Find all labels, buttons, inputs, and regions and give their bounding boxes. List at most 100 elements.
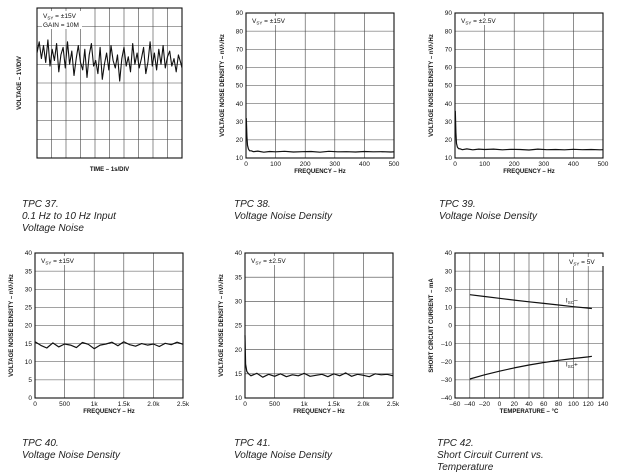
caption-number: TPC 41.	[234, 438, 271, 449]
caption: TPC 42. Short Circuit Current vs. Temper…	[437, 426, 544, 474]
y-tick-label: 0	[448, 323, 452, 330]
x-tick-label: 400	[359, 161, 370, 168]
annotation-text: VSY = ±15V	[43, 13, 77, 21]
plot-frame	[454, 252, 604, 399]
annotation-background	[42, 20, 82, 29]
y-axis-title: VOLTAGE NOISE DENSITY – nV/√Hz	[428, 34, 435, 137]
y-tick-label: 40	[445, 250, 453, 257]
chart-svg: 0 100 200 300 400 500 10 20 30 40 50 60 70 80 90 FREQUE…	[219, 10, 400, 175]
y-tick-label: 60	[236, 65, 244, 72]
x-tick-label: 1k	[301, 401, 309, 408]
x-tick-label: 100	[568, 401, 579, 408]
plot-frame	[36, 7, 183, 159]
annotation-background	[460, 16, 500, 25]
x-tick-label: 140	[598, 401, 609, 408]
x-tick-label: 0	[243, 401, 247, 408]
y-tick-label: 80	[236, 28, 244, 35]
y-tick-label: 30	[445, 268, 453, 275]
x-tick-label: 0	[498, 401, 502, 408]
x-axis-title: FREQUENCY – Hz	[294, 169, 346, 175]
chart-svg: 0 500 1k 1.5k 2.0k 2.5k 0 5 10 15 20 25 30 35 40 FREQUE…	[8, 250, 190, 415]
caption-number: TPC 39.	[439, 199, 476, 210]
annotation-background	[250, 256, 290, 265]
caption-text: Voltage Noise Density	[234, 450, 333, 461]
y-tick-label: 30	[235, 299, 243, 306]
caption: TPC 41. Voltage Noise Density	[234, 426, 332, 462]
y-tick-label: 15	[235, 371, 243, 378]
y-tick-label: 20	[445, 137, 453, 144]
series-line	[469, 355, 592, 380]
x-tick-label: 2.0k	[147, 401, 160, 408]
x-axis-title: TIME – 1s/DIV	[90, 167, 129, 173]
plot-frame	[244, 252, 394, 399]
x-tick-label: 1.5k	[118, 401, 131, 408]
x-tick-label: 300	[538, 161, 549, 168]
x-tick-label: 200	[509, 161, 520, 168]
y-tick-label: 10	[445, 155, 453, 162]
chart-svg: –60 –40 –20 0 20 40 60 80 100 120 140 –40 –30 –20 –10 0…	[429, 250, 609, 415]
chart-svg: 0 500 1k 1.5k 2.0k 2.5k 10 15 20 25 30 35 40 FREQUENC…	[218, 250, 400, 415]
series-line	[36, 39, 183, 82]
x-tick-label: 120	[583, 401, 594, 408]
y-axis-title: VOLTAGE – 1V/DIV	[17, 56, 23, 110]
caption-number: TPC 42.	[437, 438, 474, 449]
y-tick-label: 50	[445, 83, 453, 90]
caption: TPC 38. Voltage Noise Density	[234, 187, 332, 223]
caption-number: TPC 40.	[22, 438, 59, 449]
x-tick-label: 100	[479, 161, 490, 168]
x-tick-label: 0	[453, 161, 457, 168]
caption-text: Voltage Noise Density	[22, 450, 121, 461]
x-tick-label: 300	[329, 161, 340, 168]
plot-frame	[454, 12, 604, 159]
x-axis-title: FREQUENCY – Hz	[83, 409, 135, 415]
x-tick-label: 2.5k	[177, 401, 190, 408]
annotation-text: GAIN = 10M	[43, 22, 79, 29]
x-tick-label: 1k	[91, 401, 99, 408]
y-tick-label: 10	[445, 305, 453, 312]
y-tick-label: 30	[236, 119, 244, 126]
y-tick-label: 15	[25, 341, 33, 348]
chart-tpc40: 0 500 1k 1.5k 2.0k 2.5k 0 5 10 15 20 25 30 35 40 FREQUE…	[0, 245, 200, 461]
y-tick-label: –20	[441, 359, 452, 366]
series-line	[244, 335, 394, 378]
y-tick-label: 90	[236, 10, 244, 17]
annotation-background	[40, 256, 80, 265]
y-tick-label: 35	[25, 268, 33, 275]
annotation-text: VSY = ±15V	[41, 258, 75, 266]
annotation-background	[251, 16, 291, 25]
caption-text: 0.1 Hz to 10 Hz Input Voltage Noise	[22, 211, 116, 234]
y-tick-label: 40	[25, 250, 33, 257]
y-tick-label: 20	[236, 137, 244, 144]
y-tick-label: 60	[445, 65, 453, 72]
x-tick-label: 40	[525, 401, 533, 408]
caption: TPC 39. Voltage Noise Density	[439, 187, 537, 223]
x-tick-label: 500	[59, 401, 70, 408]
x-tick-label: 2.5k	[387, 401, 400, 408]
x-tick-label: 80	[555, 401, 563, 408]
caption: TPC 40. Voltage Noise Density	[22, 426, 120, 462]
x-tick-label: 200	[300, 161, 311, 168]
y-tick-label: 20	[235, 347, 243, 354]
x-tick-label: 500	[598, 161, 609, 168]
y-tick-label: 5	[28, 377, 32, 384]
x-axis-title: FREQUENCY – Hz	[293, 409, 345, 415]
caption-text: Short Circuit Current vs. Temperature	[437, 450, 544, 473]
chart-svg: TIME – 1s/DIV VOLTAGE – 1V/DIV VSY = ±15VG…	[17, 7, 183, 173]
y-tick-label: 50	[236, 83, 244, 90]
y-tick-label: –40	[441, 395, 452, 402]
y-tick-label: 40	[445, 101, 453, 108]
plot-frame	[34, 252, 184, 399]
y-tick-label: 80	[445, 28, 453, 35]
y-tick-label: 40	[236, 101, 244, 108]
x-axis-title: FREQUENCY – Hz	[503, 169, 555, 175]
y-tick-label: 10	[235, 395, 243, 402]
y-tick-label: 35	[235, 274, 243, 281]
chart-tpc42: –60 –40 –20 0 20 40 60 80 100 120 140 –40 –30 –20 –10 0…	[415, 245, 620, 473]
x-tick-label: 400	[568, 161, 579, 168]
caption-text: Voltage Noise Density	[234, 211, 333, 222]
y-tick-label: 20	[25, 323, 33, 330]
x-tick-label: –20	[479, 401, 490, 408]
caption-number: TPC 38.	[234, 199, 271, 210]
y-axis-title: VOLTAGE NOISE DENSITY – nV/√Hz	[8, 274, 15, 377]
chart-tpc37: TIME – 1s/DIV VOLTAGE – 1V/DIV VSY = ±15V G…	[0, 0, 200, 234]
